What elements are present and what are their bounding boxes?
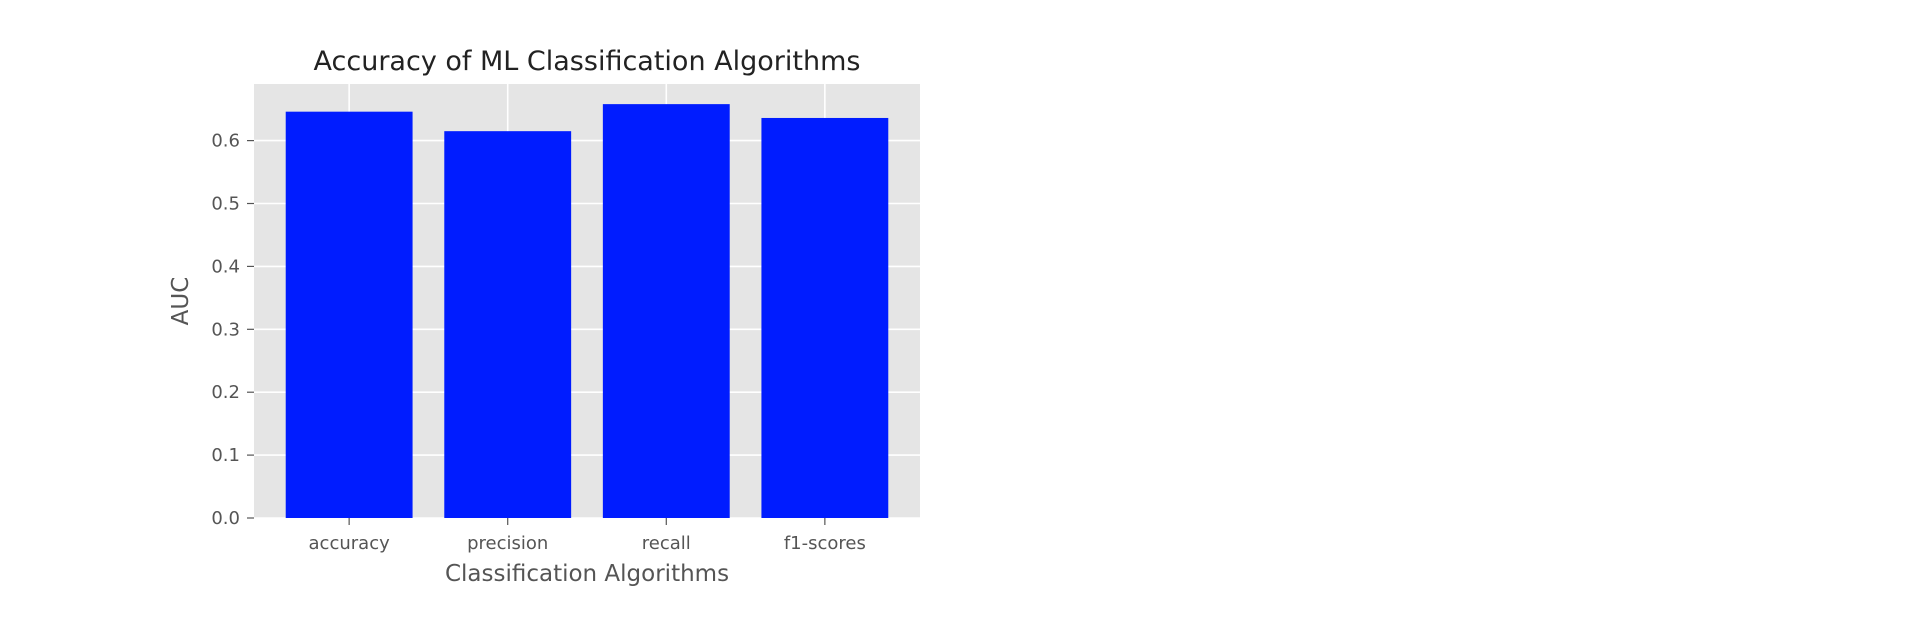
x-tick-label: accuracy [309,533,391,554]
bar-accuracy [285,111,413,519]
x-axis-label: Classification Algorithms [445,561,729,587]
y-tick-label: 0.1 [211,445,240,466]
x-tick-label: precision [467,533,548,554]
x-tick-labels: accuracy precision recall f1-scores [309,533,866,554]
bar-precision [444,131,572,518]
chart-title: Accuracy of ML Classification Algorithms [314,46,861,77]
y-tick-label: 0.3 [211,319,240,340]
y-tick-label: 0.5 [211,194,240,215]
x-tick-label: recall [642,533,691,554]
y-tick-label: 0.4 [211,256,240,277]
bar-recall [602,104,730,518]
x-tick-label: f1-scores [784,533,866,554]
y-axis-label: AUC [168,277,194,326]
y-tick-labels: 0.0 0.1 0.2 0.3 0.4 0.5 0.6 [211,131,240,529]
bar-f1-scores [761,117,889,519]
y-tick-label: 0.2 [211,382,240,403]
y-tick-label: 0.0 [211,508,240,529]
bars [285,104,889,519]
tick-marks [247,140,826,525]
y-tick-label: 0.6 [211,131,240,152]
